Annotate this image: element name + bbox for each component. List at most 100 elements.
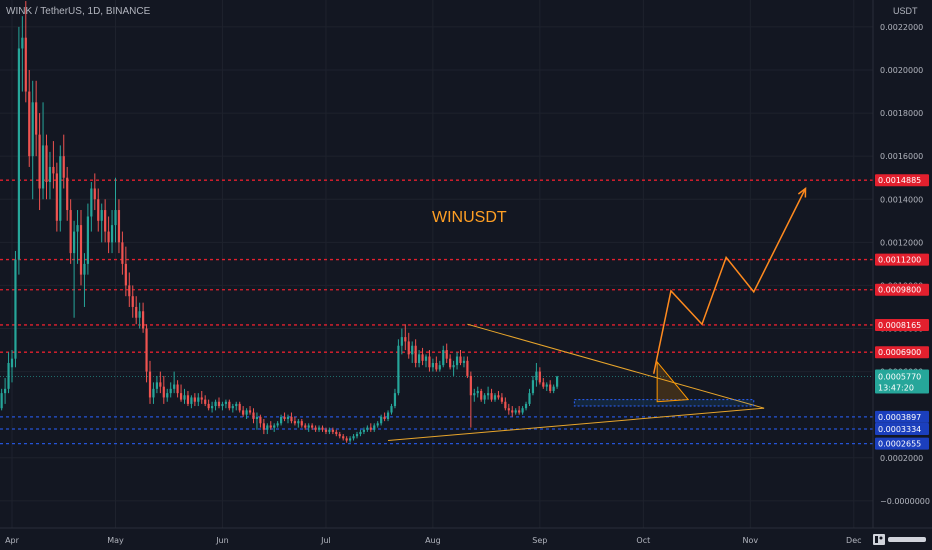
candle-body — [7, 362, 10, 389]
triangle-lower-line — [388, 407, 765, 442]
candle-body — [245, 410, 248, 415]
resistance-badge-bg — [875, 346, 929, 359]
candle-body — [414, 345, 417, 363]
candle-body — [228, 401, 231, 409]
candle-body — [255, 416, 259, 419]
candle-body — [311, 425, 314, 428]
price-tick-label: 0.0018000 — [880, 109, 923, 118]
candle-body — [307, 425, 310, 428]
candle-body — [317, 427, 321, 430]
candle-body — [500, 397, 503, 402]
candle-body — [262, 423, 265, 430]
candle-body — [369, 427, 372, 430]
candle-body — [297, 421, 300, 424]
candle-body — [207, 403, 210, 409]
candle-body — [176, 384, 179, 394]
candle-body — [476, 390, 479, 394]
candle-body — [521, 408, 524, 413]
candle-body — [183, 395, 186, 400]
candle-body — [321, 427, 324, 430]
candle-body — [169, 388, 172, 394]
candle-body — [190, 397, 193, 404]
candle-body — [535, 371, 538, 381]
current-price-badge-bg — [875, 369, 929, 394]
candle-body — [556, 376, 559, 387]
candle-body — [400, 337, 403, 346]
candle-body — [148, 371, 152, 398]
symbol-info[interactable]: WINK / TetherUS, 1D, BINANCE — [6, 6, 151, 17]
candle-body — [69, 210, 72, 254]
candle-body — [528, 393, 531, 404]
candle-body — [93, 188, 96, 200]
candle-body — [497, 395, 500, 398]
candle-body — [466, 360, 469, 376]
candle-body — [552, 386, 555, 391]
candle-body — [404, 337, 407, 342]
resistance-badge: 0.0011200 — [878, 256, 921, 265]
candle-body — [504, 401, 507, 409]
price-tick-label: 0.0014000 — [880, 195, 923, 204]
candle-body — [159, 382, 162, 387]
candle-body — [142, 311, 145, 329]
resistance-badge-bg — [875, 174, 929, 187]
candle-body — [473, 393, 476, 396]
candle-body — [449, 358, 452, 368]
support-badge-bg — [875, 410, 929, 423]
candle-body — [328, 429, 331, 432]
price-tick-label: 0.0016000 — [880, 152, 923, 161]
candle-body — [117, 210, 121, 243]
time-tick-label: Oct — [636, 536, 650, 545]
candle-body — [362, 429, 365, 432]
price-axis[interactable]: 0.0022000 0.0020000 0.0018000 0.0016000 0.00… — [872, 0, 932, 550]
candle-body — [524, 403, 528, 409]
candle-body — [480, 390, 483, 400]
candle-body — [266, 425, 269, 430]
candle-body — [487, 393, 490, 396]
candle-body — [431, 362, 434, 368]
candle-body — [48, 166, 52, 183]
price-tick-label: 0.0002000 — [880, 454, 923, 463]
candle-body — [418, 354, 421, 363]
candle-body — [24, 37, 27, 92]
candle-body — [273, 425, 276, 428]
candle-body — [166, 393, 169, 398]
candle-body — [242, 410, 245, 415]
candle-body — [114, 210, 117, 226]
candle-body — [4, 388, 7, 394]
candle-body — [342, 436, 345, 439]
candle-body — [407, 341, 410, 355]
candle-body — [52, 166, 55, 174]
candle-body — [259, 416, 262, 424]
candle-body — [338, 434, 341, 437]
candle-body — [14, 259, 17, 359]
candle-body — [280, 416, 283, 424]
candle-body — [200, 397, 203, 400]
resistance-badge-bg — [875, 253, 929, 266]
time-tick-label: Sep — [532, 536, 547, 545]
candle-body — [545, 384, 548, 387]
resistance-badge-bg — [875, 318, 929, 331]
candle-body — [138, 311, 141, 318]
countdown-badge: 13:47:20 — [878, 384, 914, 393]
candle-body — [221, 403, 224, 407]
candle-body — [104, 210, 107, 232]
candle-body — [455, 356, 459, 366]
candle-body — [248, 410, 252, 413]
candle-body — [197, 397, 200, 402]
candle-body — [393, 393, 397, 407]
candle-body — [286, 416, 290, 419]
candle-body — [217, 401, 221, 407]
support-badge-bg — [875, 423, 929, 436]
triangle-upper-line — [467, 323, 765, 409]
time-axis[interactable]: Apr May Jun Jul Aug Sep Oct Nov Dec — [0, 527, 932, 550]
candle-body — [121, 242, 124, 264]
candle-body — [462, 360, 466, 363]
candle-body — [314, 427, 317, 430]
candle-body — [28, 91, 31, 157]
tradingview-logo[interactable] — [873, 533, 927, 546]
price-tick-label: 0.0012000 — [880, 238, 923, 247]
axis-currency[interactable]: USDT — [893, 6, 918, 16]
resistance-badge: 0.0006900 — [878, 348, 921, 357]
candle-body — [62, 156, 65, 178]
